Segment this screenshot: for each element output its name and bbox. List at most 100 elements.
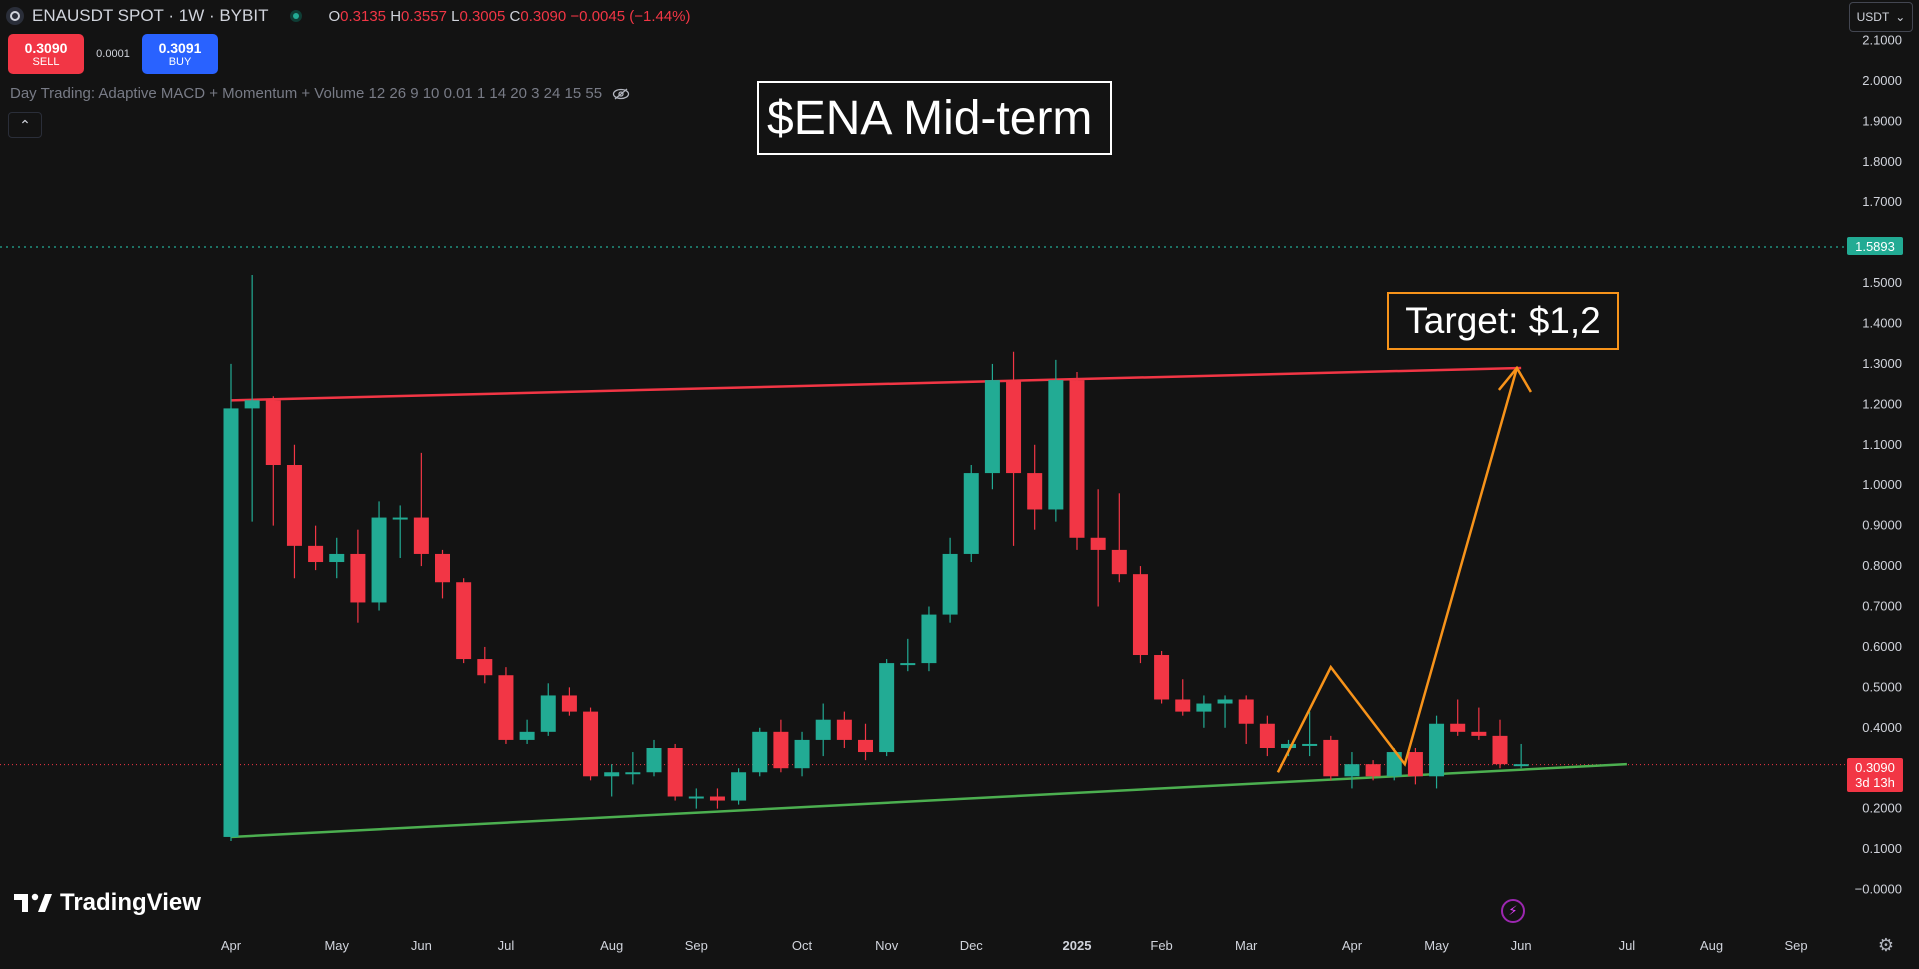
currency-label: USDT — [1856, 10, 1890, 24]
candle-body — [709, 796, 725, 801]
symbol-title[interactable]: ENAUSDT SPOT · 1W · BYBIT — [32, 6, 269, 25]
candle — [1302, 711, 1318, 757]
y-axis-tick-label: 1.9000 — [1862, 113, 1902, 128]
chart-title-annotation[interactable]: $ENA Mid-term — [757, 81, 1112, 155]
candle — [1386, 748, 1402, 781]
candle-body — [1259, 723, 1275, 748]
y-axis-tick-label: 1.1000 — [1862, 437, 1902, 452]
x-axis-tick-label: Aug — [600, 938, 623, 953]
candle — [1365, 760, 1381, 781]
y-axis-tick-label: 1.2000 — [1862, 396, 1902, 411]
candle-body — [1154, 655, 1170, 700]
horizontal-line-price-tag: 1.5893 — [1847, 237, 1903, 255]
candle — [1111, 493, 1127, 583]
tradingview-logo[interactable]: TradingView — [14, 889, 201, 917]
candle — [265, 396, 281, 526]
market-status-icon[interactable] — [290, 10, 303, 22]
x-axis-tick-label: Apr — [1342, 938, 1363, 953]
candle — [477, 646, 493, 684]
sell-price: 0.3090 — [24, 40, 68, 56]
ohlc-low: 0.3005 — [459, 7, 506, 25]
candle-body — [456, 582, 472, 660]
candle — [350, 529, 366, 623]
candle — [1132, 566, 1148, 664]
x-axis-tick-label: Feb — [1150, 938, 1172, 953]
chevron-up-icon: ⌃ — [19, 116, 31, 133]
y-axis-tick-label: 2.0000 — [1862, 73, 1902, 88]
indicator-legend[interactable]: Day Trading: Adaptive MACD + Momentum + … — [10, 85, 630, 102]
candle — [900, 638, 916, 672]
brand-name: TradingView — [60, 889, 201, 916]
candle — [773, 719, 789, 773]
sell-label: SELL — [32, 56, 60, 68]
candle — [1090, 489, 1106, 607]
candle-body — [688, 796, 704, 799]
candle — [561, 687, 577, 716]
gear-icon[interactable]: ⚙ — [1877, 934, 1895, 955]
y-axis-tick-label: 0.7000 — [1862, 599, 1902, 614]
candle-body — [667, 748, 683, 797]
candle-body — [921, 614, 937, 664]
candle-body — [1132, 574, 1148, 656]
candle — [1154, 650, 1170, 704]
candle-body — [1323, 739, 1339, 777]
candle-body — [731, 772, 747, 801]
candle — [1344, 752, 1360, 789]
candle-body — [625, 772, 641, 775]
x-axis-tick-label: May — [1424, 938, 1449, 953]
y-axis-tick-label: 1.3000 — [1862, 356, 1902, 371]
candle — [836, 711, 852, 748]
candle-body — [773, 731, 789, 769]
candle — [963, 465, 979, 563]
candle — [1259, 715, 1275, 757]
x-axis-tick-label: Jun — [1511, 938, 1532, 953]
buy-price: 0.3091 — [158, 40, 202, 56]
candle — [308, 525, 324, 571]
y-axis-tick-label: 1.8000 — [1862, 154, 1902, 169]
candle — [223, 363, 239, 841]
collapse-legend-button[interactable]: ⌃ — [8, 112, 42, 138]
candle — [1323, 735, 1339, 781]
candle-body — [1492, 735, 1508, 765]
x-axis-tick-label: Aug — [1700, 938, 1723, 953]
candle-body — [519, 731, 535, 740]
candle-body — [1471, 731, 1487, 736]
candle — [392, 505, 408, 558]
indicator-name[interactable]: Day Trading: Adaptive MACD + Momentum + … — [10, 85, 603, 102]
candle-body — [329, 553, 345, 563]
candle-body — [1238, 699, 1254, 724]
lightning-icon[interactable]: ⚡ — [1501, 899, 1525, 923]
x-axis-tick-label: 2025 — [1063, 938, 1092, 953]
candle — [731, 768, 747, 805]
ohlc-close: 0.3090 — [520, 7, 567, 25]
buy-button[interactable]: 0.3091 BUY — [142, 34, 218, 74]
y-axis-tick-label: 0.4000 — [1862, 720, 1902, 735]
candle — [1027, 444, 1043, 530]
candle — [752, 727, 768, 777]
y-axis-tick-label: 0.9000 — [1862, 518, 1902, 533]
y-axis-tick-label: 0.1000 — [1862, 841, 1902, 856]
candle-body — [1450, 723, 1466, 732]
candle-body — [879, 663, 895, 753]
x-axis-tick-label: Oct — [792, 938, 813, 953]
candle-body — [858, 739, 873, 753]
candle — [371, 501, 387, 611]
currency-select[interactable]: USDT ⌄ — [1849, 2, 1913, 32]
candle-body — [1175, 699, 1191, 712]
target-annotation[interactable]: Target: $1,2 — [1387, 292, 1619, 350]
ohlc-readout: O0.3135 H0.3557 L0.3005 C0.3090 −0.0045 … — [328, 7, 691, 25]
bar-countdown: 3d 13h — [1855, 775, 1895, 790]
eye-slash-icon[interactable] — [612, 88, 630, 100]
ohlc-open: 0.3135 — [340, 7, 387, 25]
candle-body — [1281, 743, 1296, 748]
sell-button[interactable]: 0.3090 SELL — [8, 34, 84, 74]
x-axis-tick-label: Jul — [1619, 938, 1636, 953]
chevron-down-icon: ⌄ — [1895, 10, 1906, 24]
x-axis-tick-label: Sep — [1785, 938, 1808, 953]
ohlc-change: −0.0045 (−1.44%) — [570, 7, 691, 25]
resistance-trendline — [230, 366, 1522, 402]
candle — [921, 606, 937, 672]
candle-body — [413, 517, 429, 554]
